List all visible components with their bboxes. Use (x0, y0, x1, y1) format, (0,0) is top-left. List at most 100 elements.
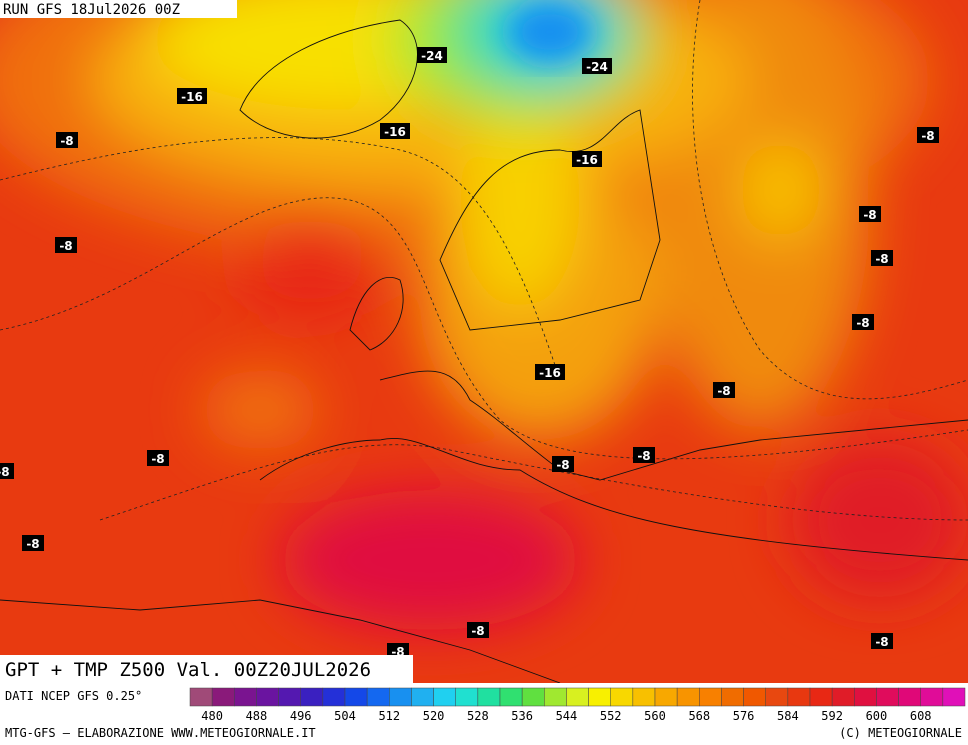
colorbar-tick-label: 584 (777, 709, 799, 723)
contour-label-box (56, 132, 78, 148)
colorbar-tick-label: 552 (600, 709, 622, 723)
colorbar-tick-label: 560 (644, 709, 666, 723)
colorbar-swatch (942, 687, 966, 707)
map-field: -24 -24 -16 -16 -16 -8 -8 -8 -8 -8 -8 -16 -8 -8 -8 -8 -8… (0, 0, 968, 683)
colorbar-tick-label: 480 (201, 709, 223, 723)
contour-label: -8 (717, 384, 730, 398)
colorbar-swatch (411, 687, 434, 707)
contour-label: -8 (151, 452, 164, 466)
colorbar-tick-label: 592 (821, 709, 843, 723)
contour-label-box (380, 123, 410, 139)
contour-label-box (917, 127, 939, 143)
contour-label-box (147, 450, 169, 466)
colorbar-tick-label: 536 (511, 709, 533, 723)
contour-label: -16 (384, 125, 406, 139)
contour-label: -8 (556, 458, 569, 472)
colorbar-tick-label: 528 (467, 709, 489, 723)
colorbar-swatch (344, 687, 368, 707)
contour-label: -16 (576, 153, 598, 167)
contour-label: -8 (26, 537, 39, 551)
contour-label: -16 (539, 366, 561, 380)
colorbar-swatch (499, 687, 523, 707)
contour-label: -8 (875, 635, 888, 649)
colorbar-tick-label: 544 (556, 709, 578, 723)
colorbar-swatch (300, 687, 324, 707)
contour-label-box (572, 151, 602, 167)
colorbar-swatch (831, 687, 855, 707)
contour-label: -8 (875, 252, 888, 266)
run-label: RUN GFS 18Jul2026 00Z (3, 2, 180, 18)
contour-label-box (0, 463, 14, 479)
footer-left: MTG-GFS — ELABORAZIONE WWW.METEOGIORNALE… (5, 726, 316, 740)
contour-label-box (582, 58, 612, 74)
contour-label-box (467, 622, 489, 638)
colorbar-swatch (743, 687, 766, 707)
colorbar-swatch (920, 687, 944, 707)
contour-label-box (871, 633, 893, 649)
contour-label-box (552, 456, 574, 472)
colorbar: 480 488 496 504 512 520 528 536 544 552 560 568 576 5… (189, 687, 966, 723)
contour-label: -16 (181, 90, 203, 104)
colorbar-tick-label: 576 (733, 709, 755, 723)
colorbar-swatch (876, 687, 899, 707)
contour-label-box (859, 206, 881, 222)
colorbar-swatch (699, 687, 722, 707)
contour-label: -24 (421, 49, 443, 63)
colorbar-swatch (189, 687, 213, 707)
footer-right: (C) METEOGIORNALE (839, 726, 962, 740)
colorbar-swatch (366, 687, 390, 707)
colorbar-swatch (588, 687, 611, 707)
contour-label-box (852, 314, 874, 330)
colorbar-swatch (765, 687, 789, 707)
contour-label: -8 (60, 134, 73, 148)
colorbar-swatch (544, 687, 567, 707)
colorbar-tick-label: 608 (910, 709, 932, 723)
colorbar-swatch (256, 687, 279, 707)
colorbar-swatch (854, 687, 877, 707)
colorbar-swatch (898, 687, 921, 707)
colorbar-swatch (477, 687, 501, 707)
colorbar-tick-label: 520 (423, 709, 445, 723)
contour-label: -8 (471, 624, 484, 638)
contours (0, 0, 968, 521)
colorbar-swatch (566, 687, 589, 707)
colorbar-swatch (278, 687, 301, 707)
colorbar-swatch (433, 687, 456, 707)
title-box (0, 655, 413, 683)
colorbar-swatch (721, 687, 744, 707)
contour-label-box (417, 47, 447, 63)
colorbar-tick-label: 504 (334, 709, 356, 723)
contour-label-box (177, 88, 207, 104)
colorbar-swatch (654, 687, 678, 707)
colorbar-tick-label: 568 (688, 709, 710, 723)
colorbar-swatch (389, 687, 412, 707)
colorbar-swatch (211, 687, 235, 707)
contour-label: -8 (59, 239, 72, 253)
colorbar-tick-label: 600 (866, 709, 888, 723)
contour-label: -8 (921, 129, 934, 143)
contour-label: -24 (586, 60, 608, 74)
header-box (0, 0, 237, 18)
contour-label: -8 (0, 465, 10, 479)
contour-label-box (22, 535, 44, 551)
colorbar-swatch (521, 687, 545, 707)
colorbar-tick-label: 496 (290, 709, 312, 723)
colorbar-swatch (610, 687, 634, 707)
colorbar-tick-label: 512 (378, 709, 400, 723)
contour-label-box (55, 237, 77, 253)
colorbar-swatch (322, 687, 346, 707)
colorbar-swatch (632, 687, 656, 707)
contour-label-box (713, 382, 735, 398)
contour-label-box (871, 250, 893, 266)
colorbar-swatch (455, 687, 479, 707)
contour-label: -8 (856, 316, 869, 330)
colorbar-swatch (676, 687, 700, 707)
colorbar-tick-label: 488 (246, 709, 268, 723)
contour-label-box (535, 364, 565, 380)
contour-label-box (633, 447, 655, 463)
map-title: GPT + TMP Z500 Val. 00Z20JUL2026 (5, 659, 371, 681)
contour-label: -8 (863, 208, 876, 222)
colorbar-swatch (234, 687, 257, 707)
contour-label: -8 (637, 449, 650, 463)
